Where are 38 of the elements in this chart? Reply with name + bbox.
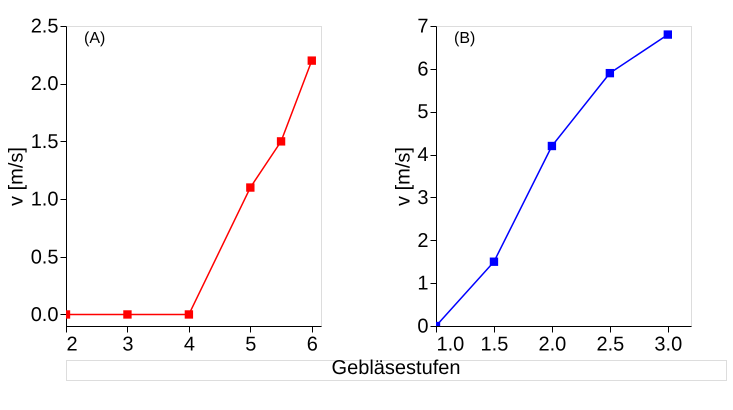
y-tick-label: 4 (417, 144, 428, 166)
y-tick-label: 2.0 (30, 73, 58, 96)
y-tick-label: 7 (417, 16, 428, 38)
point (308, 56, 316, 65)
x-tick-label: 3 (122, 334, 134, 356)
annotation: (A) (84, 30, 106, 47)
y-tick-label: 1.5 (30, 130, 58, 153)
y-tick-label: 1.0 (30, 188, 58, 211)
y-tick-label: 0 (417, 316, 428, 338)
point (490, 258, 498, 266)
y-axis-title: v [m/s] (392, 147, 414, 206)
point (246, 183, 255, 192)
y-tick-label: 0.5 (30, 246, 58, 268)
y-tick-label: 2 (417, 230, 428, 252)
x-tick-label: 2.0 (538, 334, 566, 356)
point (664, 30, 672, 39)
point (123, 310, 132, 319)
x-tick-label: 1.5 (480, 334, 508, 356)
x-tick-label: 2.5 (596, 334, 624, 356)
x-axis-title: Gebläsestufen (332, 357, 460, 379)
y-tick-label: 0.0 (30, 304, 58, 326)
x-tick-label: 3.0 (654, 334, 682, 356)
x-tick-label: 2 (66, 334, 78, 356)
y-tick-label: 2.5 (30, 16, 58, 38)
x-tick-label: 5 (245, 334, 256, 356)
y-axis-title: v [m/s] (6, 147, 28, 206)
x-tick-label: 1.0 (436, 334, 464, 356)
x-tick-label: 6 (306, 334, 318, 356)
y-tick-label: 3 (417, 186, 428, 209)
annotation: (B) (454, 30, 476, 47)
point (548, 142, 556, 150)
point (184, 310, 194, 319)
y-tick-label: 5 (417, 101, 428, 124)
x-tick-label: 4 (184, 334, 195, 356)
y-tick-label: 6 (417, 58, 428, 80)
point (276, 137, 286, 146)
point (606, 68, 614, 78)
y-tick-label: 1 (417, 272, 428, 295)
